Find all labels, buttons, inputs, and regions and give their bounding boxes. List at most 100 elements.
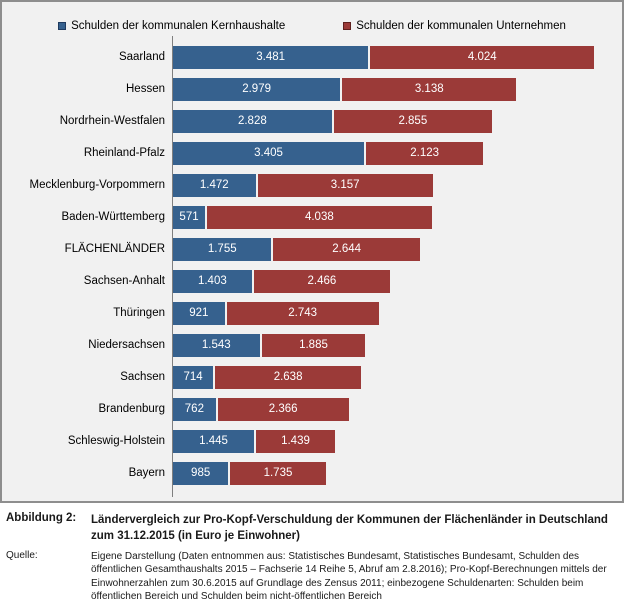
category-label: Brandenburg bbox=[98, 403, 166, 415]
bar-value-label: 3.405 bbox=[254, 147, 283, 159]
bar-value-label: 2.743 bbox=[288, 307, 318, 319]
chart-row: Saarland 3.481 4.024 bbox=[2, 41, 622, 73]
bar-value-label: 1.445 bbox=[199, 435, 228, 447]
bar-stack: 1.472 3.157 bbox=[173, 173, 622, 197]
chart-row: Sachsen 714 2.638 bbox=[2, 361, 622, 393]
category-label: Schleswig-Holstein bbox=[67, 435, 165, 447]
bar-stack: 1.543 1.885 bbox=[173, 333, 622, 357]
legend-swatch-kernhaushalte bbox=[58, 22, 67, 30]
bar-segment-kernhaushalte: 921 bbox=[173, 301, 225, 325]
bar-stack: 921 2.743 bbox=[173, 301, 622, 325]
chart-row: Thüringen 921 2.743 bbox=[2, 297, 622, 329]
bar-value-label: 3.157 bbox=[330, 179, 360, 191]
bar-segment-kernhaushalte: 1.755 bbox=[173, 237, 272, 261]
bar-segment-unternehmen: 1.439 bbox=[254, 429, 335, 453]
bar-value-label: 1.755 bbox=[207, 243, 237, 255]
category-label: Nordrhein-Westfalen bbox=[59, 115, 165, 127]
bar-value-label: 2.123 bbox=[410, 147, 440, 159]
legend-label-kernhaushalte: Schulden der kommunalen Kernhaushalte bbox=[71, 20, 286, 32]
bar-stack: 2.828 2.855 bbox=[173, 109, 622, 133]
bar-value-label: 1.543 bbox=[201, 339, 231, 351]
category-label: Sachsen-Anhalt bbox=[83, 275, 165, 287]
chart-area: Schulden der kommunalen Kernhaushalte Sc… bbox=[0, 0, 624, 503]
bar-stack: 1.403 2.466 bbox=[173, 269, 622, 293]
category-label: Rheinland-Pfalz bbox=[83, 147, 165, 159]
bar-segment-kernhaushalte: 1.472 bbox=[173, 173, 256, 197]
bar-stack: 3.405 2.123 bbox=[173, 141, 622, 165]
bar-stack: 3.481 4.024 bbox=[173, 45, 622, 69]
chart-row: FLÄCHENLÄNDER 1.755 2.644 bbox=[2, 233, 622, 265]
bar-segment-kernhaushalte: 714 bbox=[173, 365, 214, 389]
source-label: Quelle: bbox=[6, 550, 38, 562]
bar-segment-kernhaushalte: 1.403 bbox=[173, 269, 252, 293]
bar-stack: 571 4.038 bbox=[173, 205, 622, 229]
figure-title: Ländervergleich zur Pro-Kopf-Verschuldun… bbox=[91, 514, 608, 543]
category-axis-line bbox=[172, 36, 173, 497]
bar-value-label: 2.644 bbox=[332, 243, 362, 255]
bar-value-label: 2.638 bbox=[273, 371, 303, 383]
bar-value-label: 2.366 bbox=[268, 403, 298, 415]
chart-row: Rheinland-Pfalz 3.405 2.123 bbox=[2, 137, 622, 169]
bar-value-label: 3.481 bbox=[256, 51, 286, 63]
chart-row: Brandenburg 762 2.366 bbox=[2, 393, 622, 425]
legend-item-unternehmen: Schulden der kommunalen Unternehmen bbox=[343, 11, 566, 41]
bar-segment-unternehmen: 2.366 bbox=[215, 397, 349, 421]
plot-area: Saarland 3.481 4.024 Hessen 2.979 3.138 No… bbox=[2, 36, 622, 497]
bar-segment-unternehmen: 2.743 bbox=[224, 301, 379, 325]
legend-swatch-unternehmen bbox=[343, 22, 352, 30]
bar-stack: 762 2.366 bbox=[173, 397, 622, 421]
bar-stack: 1.445 1.439 bbox=[173, 429, 622, 453]
chart-row: Nordrhein-Westfalen 2.828 2.855 bbox=[2, 105, 622, 137]
category-label: FLÄCHENLÄNDER bbox=[64, 243, 165, 255]
bar-segment-kernhaushalte: 2.828 bbox=[173, 109, 332, 133]
bar-value-label: 2.855 bbox=[398, 115, 428, 127]
source-caption: Quelle: Eigene Darstellung (Daten entnom… bbox=[6, 550, 618, 603]
source-text: Eigene Darstellung (Daten entnommen aus:… bbox=[91, 551, 607, 602]
legend-label-unternehmen: Schulden der kommunalen Unternehmen bbox=[356, 20, 566, 32]
category-label: Sachsen bbox=[120, 371, 165, 383]
bar-segment-unternehmen: 3.157 bbox=[255, 173, 433, 197]
bar-segment-unternehmen: 2.123 bbox=[364, 141, 484, 165]
category-label: Thüringen bbox=[113, 307, 165, 319]
bar-segment-kernhaushalte: 571 bbox=[173, 205, 206, 229]
chart-row: Sachsen-Anhalt 1.403 2.466 bbox=[2, 265, 622, 297]
legend-item-kernhaushalte: Schulden der kommunalen Kernhaushalte bbox=[58, 11, 285, 41]
bar-value-label: 762 bbox=[184, 403, 204, 415]
bar-value-label: 985 bbox=[191, 467, 211, 479]
caption-block: Abbildung 2: Ländervergleich zur Pro-Kop… bbox=[0, 503, 624, 603]
category-label: Hessen bbox=[126, 83, 165, 95]
bar-value-label: 2.466 bbox=[307, 275, 337, 287]
category-label: Saarland bbox=[118, 51, 165, 63]
category-label: Bayern bbox=[128, 467, 165, 479]
figure-caption: Abbildung 2: Ländervergleich zur Pro-Kop… bbox=[6, 512, 618, 544]
bar-segment-unternehmen: 2.638 bbox=[213, 365, 362, 389]
bar-value-label: 4.038 bbox=[304, 211, 334, 223]
bar-value-label: 1.885 bbox=[299, 339, 328, 351]
bar-value-label: 1.403 bbox=[197, 275, 227, 287]
bar-segment-unternehmen: 2.855 bbox=[331, 109, 492, 133]
chart-row: Bayern 985 1.735 bbox=[2, 457, 622, 489]
chart-row: Schleswig-Holstein 1.445 1.439 bbox=[2, 425, 622, 457]
category-label: Baden-Württemberg bbox=[61, 211, 165, 223]
bar-segment-kernhaushalte: 3.405 bbox=[173, 141, 365, 165]
bar-segment-kernhaushalte: 1.445 bbox=[173, 429, 255, 453]
bar-segment-unternehmen: 2.466 bbox=[251, 269, 391, 293]
bar-segment-kernhaushalte: 985 bbox=[173, 461, 229, 485]
bar-value-label: 1.439 bbox=[281, 435, 310, 447]
chart-row: Baden-Württemberg 571 4.038 bbox=[2, 201, 622, 233]
bar-value-label: 1.735 bbox=[263, 467, 293, 479]
bar-segment-kernhaushalte: 2.979 bbox=[173, 77, 341, 101]
bar-segment-unternehmen: 3.138 bbox=[340, 77, 517, 101]
bar-value-label: 3.138 bbox=[414, 83, 444, 95]
chart-row: Mecklenburg-Vorpommern 1.472 3.157 bbox=[2, 169, 622, 201]
bar-segment-unternehmen: 4.024 bbox=[368, 45, 595, 69]
bar-value-label: 2.828 bbox=[237, 115, 267, 127]
bar-segment-unternehmen: 1.885 bbox=[259, 333, 366, 357]
chart-row: Niedersachsen 1.543 1.885 bbox=[2, 329, 622, 361]
bar-value-label: 921 bbox=[189, 307, 209, 319]
plot-rows: Saarland 3.481 4.024 Hessen 2.979 3.138 No… bbox=[2, 41, 622, 489]
bar-segment-kernhaushalte: 3.481 bbox=[173, 45, 369, 69]
bar-segment-kernhaushalte: 1.543 bbox=[173, 333, 260, 357]
bar-stack: 985 1.735 bbox=[173, 461, 622, 485]
bar-segment-unternehmen: 2.644 bbox=[271, 237, 420, 261]
